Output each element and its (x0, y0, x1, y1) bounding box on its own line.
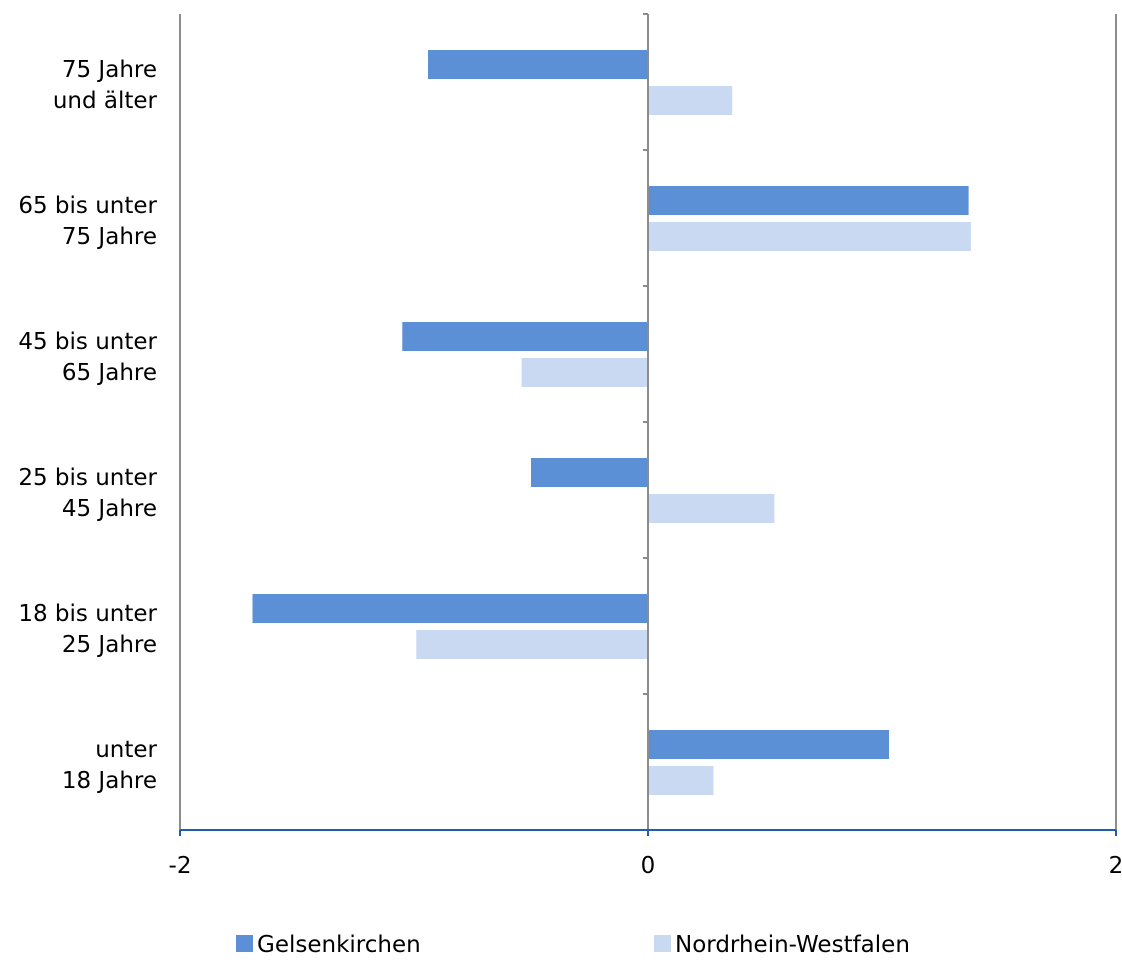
category-labels: 75 Jahre und älter 65 bis unter 75 Jahre 45 … (18, 57, 157, 794)
category-label-line: unter (95, 737, 157, 763)
category-label-line: 18 bis unter (18, 601, 157, 627)
category-label-2: 45 bis unter 65 Jahre (18, 329, 157, 386)
category-label-3: 25 bis unter 45 Jahre (18, 465, 157, 522)
category-label-4: 18 bis unter 25 Jahre (18, 601, 157, 658)
legend-label-nrw: Nordrhein-Westfalen (675, 932, 910, 958)
category-label-line: 25 bis unter (18, 465, 157, 491)
category-label-0: 75 Jahre und älter (53, 57, 158, 114)
category-label-line: 45 Jahre (62, 496, 157, 522)
bar-nrw-2 (521, 358, 648, 387)
category-label-5: unter 18 Jahre (62, 737, 158, 794)
bar-gelsenkirchen-0 (428, 50, 648, 79)
bar-nrw-4 (416, 630, 648, 659)
bar-gelsenkirchen-1 (648, 186, 969, 215)
bar-nrw-0 (648, 86, 733, 115)
legend-swatch-nrw (654, 935, 671, 952)
axes-layer: -2 0 2 (169, 13, 1122, 879)
legend: Gelsenkirchen Nordrhein-Westfalen (236, 932, 910, 958)
legend-swatch-gelsenkirchen (236, 935, 253, 952)
bar-gelsenkirchen-3 (531, 458, 648, 487)
category-label-line: 45 bis unter (18, 329, 157, 355)
bar-gelsenkirchen-4 (252, 594, 648, 623)
bar-nrw-3 (648, 494, 775, 523)
bar-nrw-5 (648, 766, 714, 795)
x-tick-label: 0 (641, 853, 656, 879)
x-tick-label: -2 (169, 853, 192, 879)
legend-label-gelsenkirchen: Gelsenkirchen (257, 932, 421, 958)
category-label-line: 65 bis unter (18, 193, 157, 219)
category-label-line: 75 Jahre (62, 57, 157, 83)
category-label-line: 25 Jahre (62, 632, 157, 658)
category-label-line: und älter (53, 88, 158, 114)
category-label-line: 65 Jahre (62, 360, 157, 386)
bar-nrw-1 (648, 222, 971, 251)
bar-gelsenkirchen-2 (402, 322, 648, 351)
category-label-line: 18 Jahre (62, 768, 157, 794)
bars-layer (252, 50, 971, 795)
category-label-line: 75 Jahre (62, 224, 157, 250)
category-label-1: 65 bis unter 75 Jahre (18, 193, 157, 250)
bar-gelsenkirchen-5 (648, 730, 889, 759)
x-tick-label: 2 (1109, 853, 1122, 879)
